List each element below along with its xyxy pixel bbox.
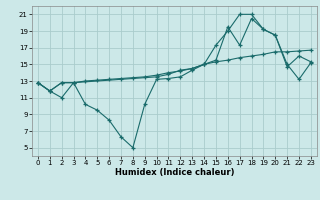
X-axis label: Humidex (Indice chaleur): Humidex (Indice chaleur) bbox=[115, 168, 234, 177]
